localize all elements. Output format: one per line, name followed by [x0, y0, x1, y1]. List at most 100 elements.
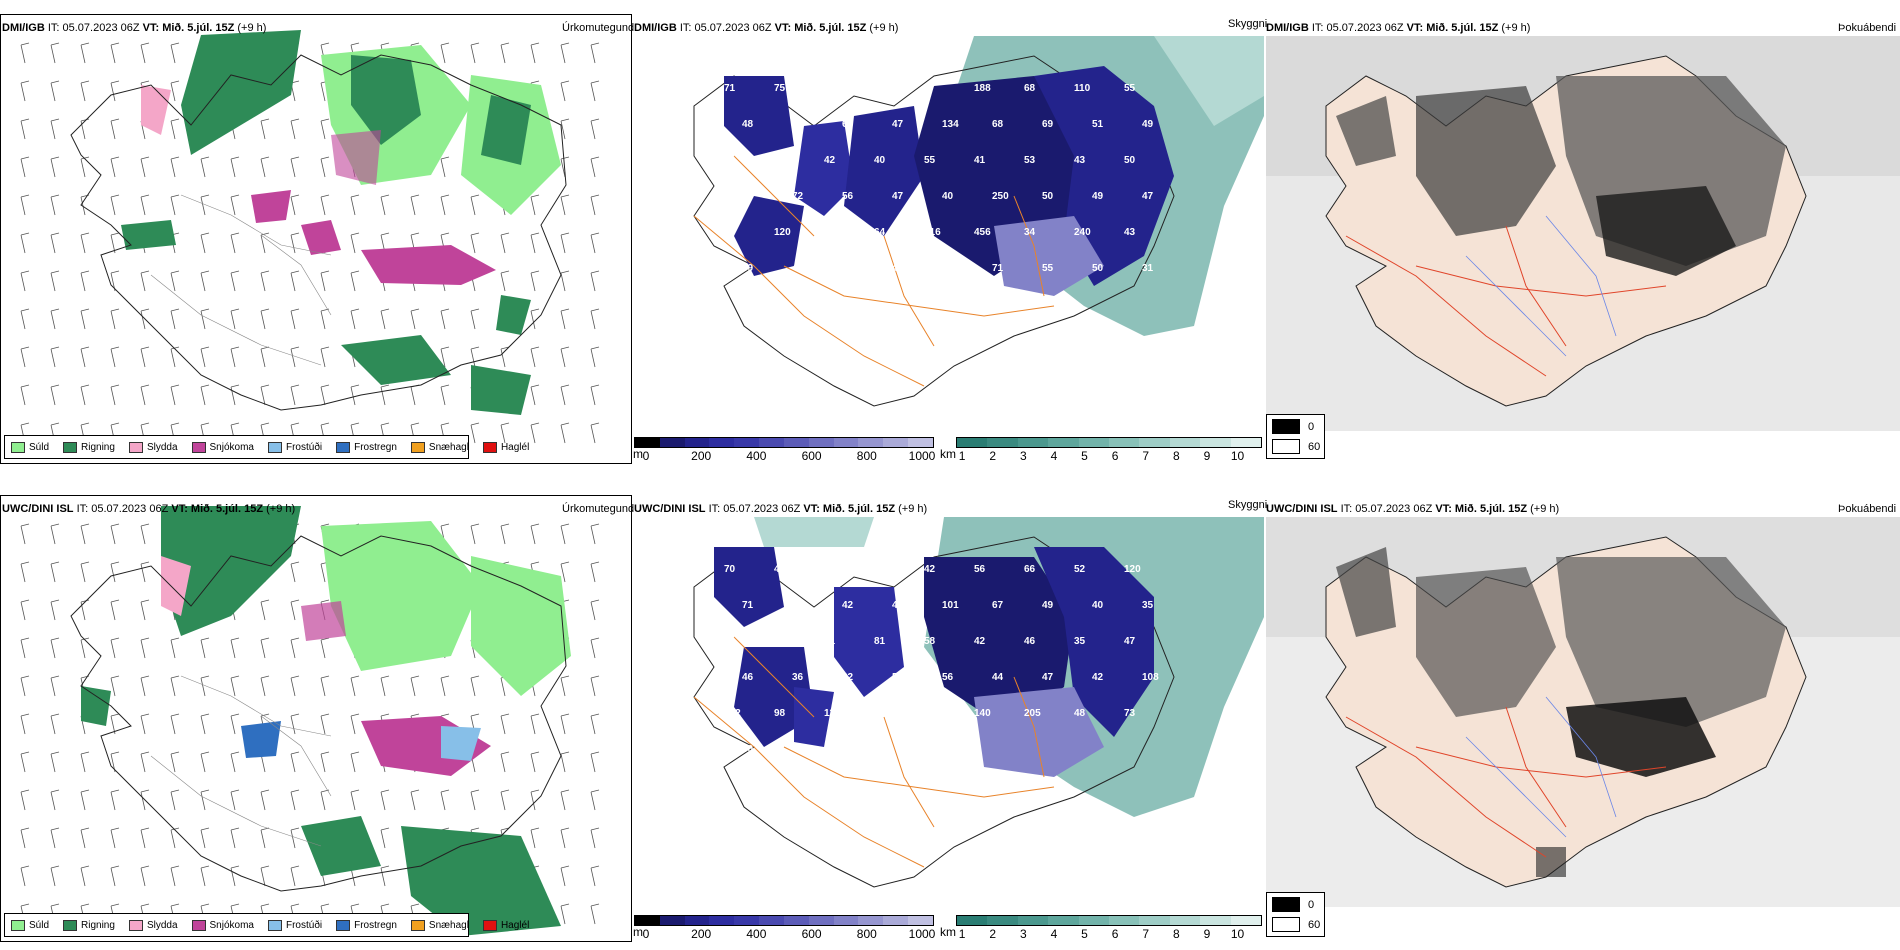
- wind-barb: [20, 346, 30, 368]
- colorbar-segment: [1169, 916, 1201, 925]
- wind-barb: [410, 384, 420, 406]
- colorbar-tick: 4: [1050, 449, 1058, 463]
- cloud-base-value: 47: [1142, 191, 1154, 202]
- cloud-base-value: 81: [874, 636, 886, 647]
- cloud-base-value: 46: [1024, 636, 1036, 647]
- cloud-base-value: 41: [974, 155, 986, 166]
- wind-barb: [320, 118, 330, 140]
- wind-barb: [50, 561, 60, 583]
- wind-barb: [290, 194, 300, 216]
- cloud-base-value: 71: [724, 83, 736, 94]
- wind-barb: [470, 789, 480, 811]
- cloud-base-value: 49: [1142, 119, 1154, 130]
- wind-barb: [50, 599, 60, 621]
- wind-barb: [530, 789, 540, 811]
- wind-barb: [140, 308, 150, 330]
- wind-barb: [50, 523, 60, 545]
- legend-swatch: [128, 919, 143, 931]
- wind-barb: [170, 865, 180, 887]
- wind-barb: [320, 194, 330, 216]
- cloud-base-value: 108: [1142, 672, 1159, 683]
- wind-barb: [50, 308, 60, 330]
- wind-barb: [590, 561, 600, 583]
- wind-barb: [200, 751, 210, 773]
- legend-swatch: [267, 919, 282, 931]
- wind-barb: [470, 194, 480, 216]
- wind-barb: [260, 384, 270, 406]
- wind-barb: [200, 827, 210, 849]
- wind-barb: [590, 675, 600, 697]
- roads: [693, 155, 1055, 387]
- wind-barb: [80, 865, 90, 887]
- precip-map-1: [20, 30, 600, 444]
- wind-barb: [110, 827, 120, 849]
- wind-barb: [560, 346, 570, 368]
- colorbar-segment: [858, 916, 884, 925]
- wind-barb: [140, 384, 150, 406]
- wind-barb: [590, 384, 600, 406]
- wind-barb: [560, 789, 570, 811]
- wind-barb: [170, 80, 180, 102]
- wind-barb: [590, 865, 600, 887]
- wind-barb: [350, 713, 360, 735]
- colorbar-segment: [908, 438, 933, 447]
- legend-label: Rigning: [81, 919, 115, 931]
- wind-barb: [80, 118, 90, 140]
- wind-barb: [110, 751, 120, 773]
- legend-swatch: [11, 919, 25, 931]
- wind-barb: [290, 675, 300, 697]
- wind-barb: [500, 270, 510, 292]
- wind-barb: [230, 865, 240, 887]
- cloud-base-value: 70: [724, 564, 736, 575]
- colorbar-segment: [908, 916, 933, 925]
- wind-barb: [200, 156, 210, 178]
- wind-barb: [560, 561, 570, 583]
- wind-barb: [320, 713, 330, 735]
- wind-barb: [140, 523, 150, 545]
- cloud-base-value: 43: [924, 708, 936, 719]
- wind-barb: [560, 232, 570, 254]
- wind-barb: [50, 194, 60, 216]
- wind-barb: [80, 751, 90, 773]
- wind-barb: [500, 751, 510, 773]
- wind-barb: [290, 599, 300, 621]
- cloud-base-value: 72: [792, 191, 804, 202]
- wind-barb: [350, 751, 360, 773]
- precip-legend-item: Frostúði: [267, 441, 322, 453]
- wind-barb: [110, 308, 120, 330]
- wind-barb: [440, 346, 450, 368]
- cloud-base-value: 456: [974, 227, 991, 238]
- colorbar-segment: [1017, 916, 1049, 925]
- legend-label: Súld: [29, 441, 50, 453]
- cloud-base-value: 31: [1142, 263, 1154, 274]
- legend-swatch: [11, 441, 25, 453]
- wind-barb: [380, 308, 390, 330]
- colorbar-tick: 0: [642, 927, 650, 941]
- panel-var-fog-1: Þokuábendi: [1838, 22, 1897, 34]
- wind-barb: [290, 751, 300, 773]
- cloud-base-value: 68: [1024, 83, 1036, 94]
- wind-barb: [530, 232, 540, 254]
- precip-legend-item: Frostúði: [267, 919, 322, 931]
- wind-barb: [110, 865, 120, 887]
- legend-swatch: [482, 919, 497, 931]
- colorbar-segment: [709, 916, 735, 925]
- wind-barb: [170, 156, 180, 178]
- wind-barb: [530, 751, 540, 773]
- wind-barb: [470, 308, 480, 330]
- wind-barb: [80, 42, 90, 64]
- legend-label: Frostregn: [354, 441, 397, 453]
- colorbar-segment: [957, 438, 988, 447]
- wind-barb: [530, 422, 540, 444]
- cloud-base-value: 98: [774, 708, 786, 719]
- colorbar-segment: [1200, 916, 1231, 925]
- wind-barb: [440, 384, 450, 406]
- wind-barb: [560, 156, 570, 178]
- legend-swatch: [267, 441, 282, 453]
- colorbar-tick: 800: [856, 927, 877, 941]
- fog-legend-item: 0: [1272, 419, 1314, 434]
- wind-barb: [230, 156, 240, 178]
- cloud-base-ticks: 0 200 400 600 800 1000: [634, 448, 936, 463]
- cloud-base-value: 40: [1092, 600, 1104, 611]
- cloud-base-value: 47: [1042, 672, 1054, 683]
